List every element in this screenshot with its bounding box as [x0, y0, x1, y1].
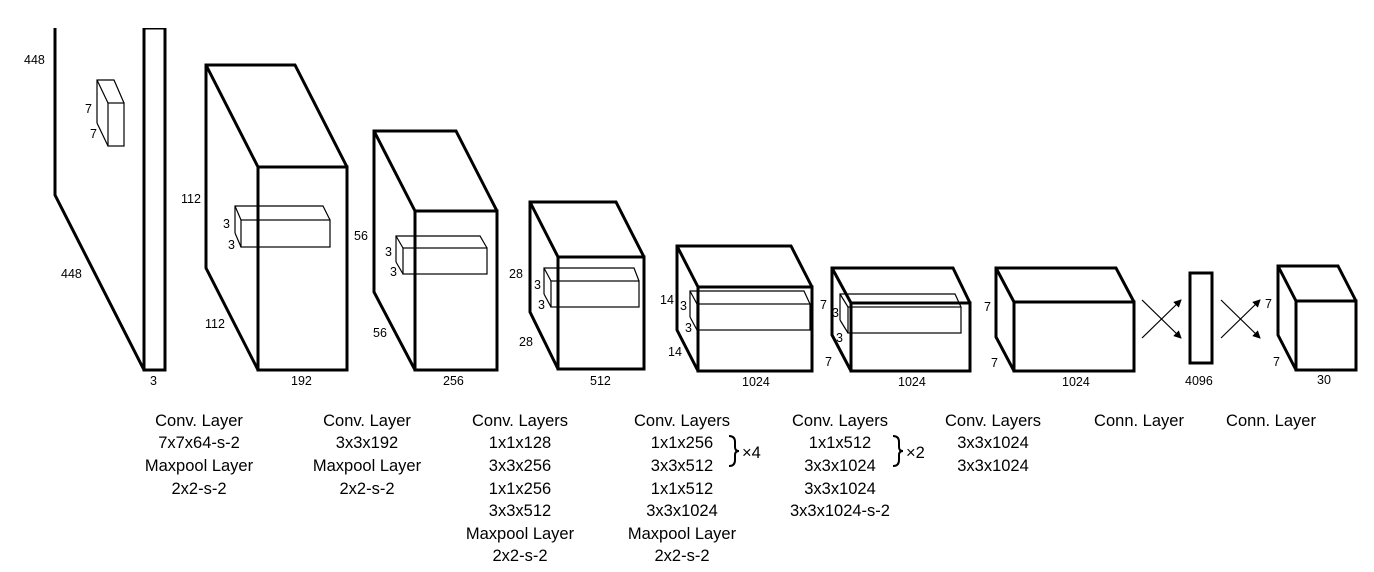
dim-label: 3 [150, 374, 157, 388]
caption-line: 1x1x512 [651, 480, 713, 498]
caption-2: Conv. Layer 3x3x192 Maxpool Layer 2x2-s-… [313, 412, 422, 498]
brace-icon [728, 435, 740, 467]
dim-label: 7 [820, 298, 827, 312]
kernel-box [96, 79, 125, 147]
dim-label: 112 [205, 317, 225, 331]
caption-line: 3x3x512 [489, 502, 551, 520]
caption-line: Conn. Layer [1094, 412, 1184, 430]
dim-label: 3 [538, 298, 545, 312]
caption-line: 2x2-s-2 [654, 547, 709, 565]
dim-label: 3 [832, 306, 839, 320]
fully-connected-arrows [1220, 299, 1261, 339]
caption-line: Conv. Layers [472, 412, 568, 430]
repeat-label: ×4 [742, 444, 761, 462]
caption-line: 2x2-s-2 [339, 480, 394, 498]
dim-label: 7 [984, 300, 991, 314]
dim-label: 512 [590, 374, 611, 388]
caption-line: Maxpool Layer [145, 457, 254, 475]
kernel-box [234, 205, 331, 248]
caption-line: Conn. Layer [1226, 412, 1316, 430]
caption-line: 3x3x1024-s-2 [790, 502, 890, 520]
caption-line: 1x1x128 [489, 434, 551, 452]
dim-label: 7 [85, 102, 92, 116]
conv-block-4: 28 28 512 3 3 [509, 200, 646, 388]
caption-line: Maxpool Layer [628, 525, 737, 543]
caption-line: 1x1x512 [809, 434, 871, 452]
caption-line: 3x3x256 [489, 457, 551, 475]
kernel-box [689, 290, 811, 331]
conv-block-3: 56 56 256 3 3 [354, 129, 499, 388]
conv-block-7: 7 7 1024 [984, 266, 1136, 389]
caption-1: Conv. Layer 7x7x64-s-2 Maxpool Layer 2x2… [145, 412, 254, 498]
kernel-box [543, 267, 640, 308]
caption-line: Maxpool Layer [313, 457, 422, 475]
dim-label: 7 [1265, 297, 1272, 311]
fully-connected-arrows [1141, 299, 1182, 339]
caption-line: 1x1x256 [651, 434, 713, 452]
caption-line: 3x3x1024 [804, 457, 876, 475]
caption-7: Conn. Layer [1094, 412, 1184, 430]
brace-icon [892, 435, 904, 467]
caption-line: 2x2-s-2 [171, 480, 226, 498]
caption-line: 7x7x64-s-2 [158, 434, 240, 452]
dim-label: 112 [181, 192, 201, 206]
dim-label: 7 [825, 355, 832, 369]
dim-label: 3 [680, 299, 687, 313]
dim-label: 14 [668, 345, 682, 359]
conv-block-5: 14 14 1024 3 3 [660, 244, 814, 389]
dim-label: 1024 [742, 375, 770, 389]
dim-label: 30 [1317, 373, 1331, 387]
dim-label: 7 [1273, 355, 1280, 369]
caption-line: 2x2-s-2 [492, 547, 547, 565]
conv-block-2: 112 112 192 3 3 [181, 63, 349, 388]
dim-label: 448 [61, 267, 82, 281]
caption-8: Conn. Layer [1226, 412, 1316, 430]
repeat-label: ×2 [906, 444, 925, 462]
caption-line: Conv. Layers [634, 412, 730, 430]
dim-label: 3 [228, 238, 235, 252]
caption-line: 1x1x256 [489, 480, 551, 498]
dim-label: 7 [90, 127, 97, 141]
caption-4: Conv. Layers 1x1x256 3x3x512 1x1x512 3x3… [628, 412, 761, 565]
dim-label: 56 [373, 326, 387, 340]
dim-label: 28 [519, 335, 533, 349]
dim-label: 256 [443, 374, 464, 388]
dim-label: 7 [991, 356, 998, 370]
dim-label: 3 [223, 217, 230, 231]
kernel-box [839, 293, 962, 334]
caption-line: Maxpool Layer [466, 525, 575, 543]
dim-label: 3 [534, 278, 541, 292]
dim-label: 448 [24, 53, 45, 67]
caption-line: 3x3x512 [651, 457, 713, 475]
kernel-box [395, 235, 488, 275]
dim-label: 28 [509, 267, 523, 281]
caption-3: Conv. Layers 1x1x128 3x3x256 1x1x256 3x3… [466, 412, 575, 565]
caption-line: Conv. Layers [792, 412, 888, 430]
caption-line: Conv. Layer [323, 412, 411, 430]
fc-layer-block: 4096 [1185, 271, 1214, 388]
conv-block-6: 7 7 1024 3 3 [820, 266, 972, 389]
dim-label: 56 [354, 229, 368, 243]
dim-label: 3 [390, 265, 397, 279]
caption-6: Conv. Layers 3x3x1024 3x3x1024 [945, 412, 1041, 475]
caption-line: Conv. Layers [945, 412, 1041, 430]
caption-line: 3x3x1024 [957, 434, 1029, 452]
output-block: 7 7 30 [1265, 264, 1358, 387]
input-image-block: 448 448 3 7 7 [24, 20, 168, 388]
caption-line: 3x3x1024 [804, 480, 876, 498]
dim-label: 3 [685, 321, 692, 335]
caption-line: 3x3x1024 [646, 502, 718, 520]
dim-label: 3 [385, 245, 392, 259]
dim-label: 14 [660, 293, 674, 307]
dim-label: 192 [291, 374, 312, 388]
dim-label: 3 [836, 331, 843, 345]
caption-5: Conv. Layers 1x1x512 3x3x1024 3x3x1024 3… [790, 412, 925, 520]
caption-line: 3x3x192 [336, 434, 398, 452]
caption-line: 3x3x1024 [957, 457, 1029, 475]
dim-label: 1024 [1062, 375, 1090, 389]
caption-line: Conv. Layer [155, 412, 243, 430]
dim-label: 4096 [1185, 374, 1213, 388]
dim-label: 1024 [898, 375, 926, 389]
